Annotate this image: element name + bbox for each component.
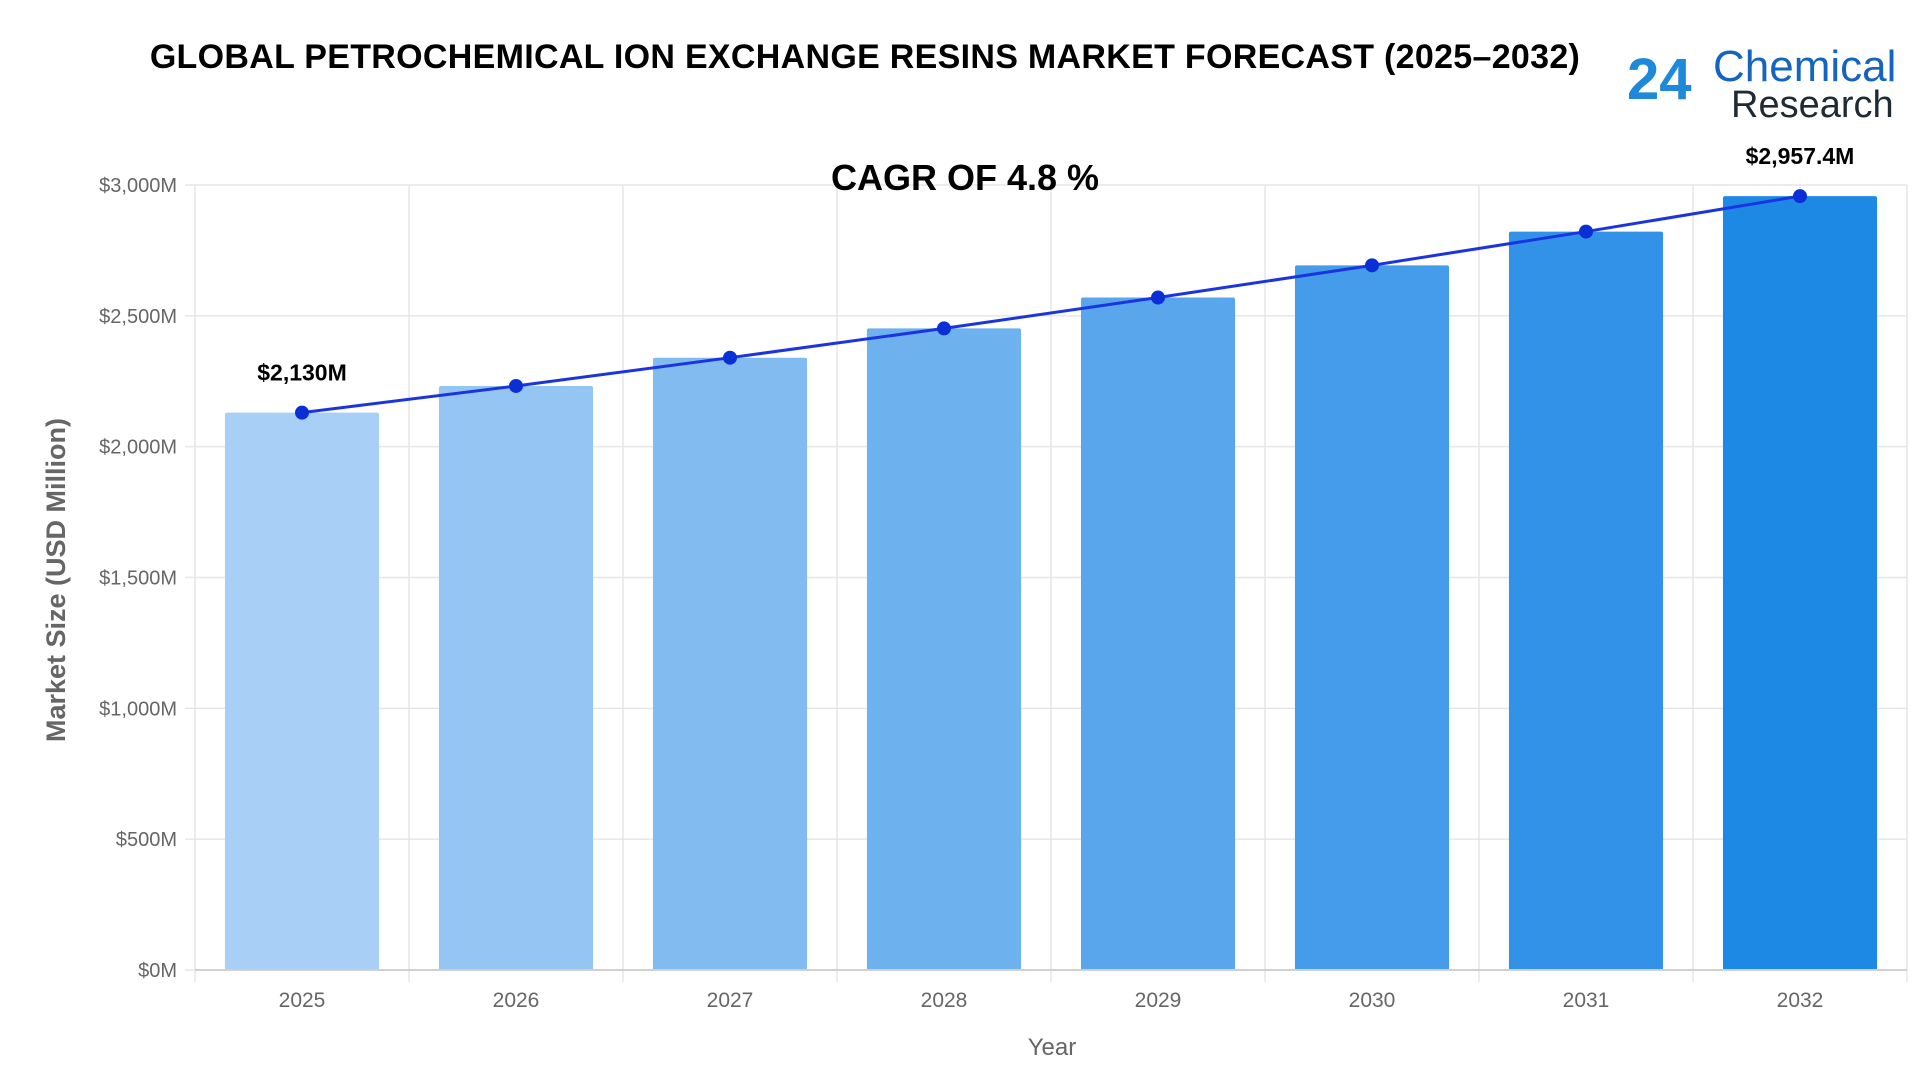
x-tick-label: 2030 <box>1349 989 1396 1012</box>
bar-2027 <box>652 357 808 970</box>
y-tick-label: $0M <box>138 960 177 982</box>
y-tick-label: $500M <box>116 829 177 851</box>
trend-line-path <box>301 194 1801 415</box>
trend-point-2025 <box>295 405 309 420</box>
bar-2032 <box>1722 196 1878 971</box>
x-tick-label: 2027 <box>707 989 754 1012</box>
x-tick-label: 2026 <box>493 989 540 1012</box>
trend-point-2030 <box>1365 258 1379 273</box>
trend-point-2032 <box>1793 189 1807 204</box>
trend-line: $2,130M $2,957.4M <box>257 143 1854 420</box>
y-tick-label: $2,000M <box>99 437 177 459</box>
logo-number: 24 <box>1627 47 1692 112</box>
trend-point-2026 <box>509 378 523 393</box>
data-label-2025: $2,130M <box>257 360 347 386</box>
bar-2029 <box>1080 297 1236 970</box>
x-axis-label: Year <box>1028 1034 1077 1061</box>
y-tick-label: $2,500M <box>99 306 177 328</box>
trend-point-2031 <box>1579 224 1593 239</box>
bar-2026 <box>438 385 594 971</box>
brand-logo: 24 Chemical Research <box>1625 40 1897 130</box>
y-tick-label: $1,500M <box>99 568 177 590</box>
bars <box>224 196 1878 971</box>
trend-point-2028 <box>937 321 951 336</box>
y-tick-label: $1,000M <box>99 698 177 720</box>
bar-2031 <box>1508 231 1664 970</box>
y-axis-label: Market Size (USD Million) <box>41 418 71 742</box>
logo-line2: Research <box>1731 84 1894 126</box>
x-tick-label: 2031 <box>1563 989 1610 1012</box>
bar-2028 <box>866 328 1022 971</box>
y-tick-label: $3,000M <box>99 175 177 197</box>
trend-point-2029 <box>1151 290 1165 305</box>
x-tick-label: 2025 <box>279 989 326 1012</box>
bar-2030 <box>1294 265 1450 970</box>
x-tick-label: 2028 <box>921 989 968 1012</box>
chart-title: GLOBAL PETROCHEMICAL ION EXCHANGE RESINS… <box>149 38 1581 76</box>
cagr-annotation: CAGR OF 4.8 % <box>831 157 1099 198</box>
bar-2025 <box>224 412 380 970</box>
data-label-2032: $2,957.4M <box>1746 143 1855 169</box>
logo-line1: Chemical <box>1713 42 1897 91</box>
x-tick-label: 2029 <box>1135 989 1182 1012</box>
x-tick-label: 2032 <box>1777 989 1824 1012</box>
trend-point-2027 <box>723 350 737 365</box>
axes: $0M $500M $1,000M $1,500M $2,000M $2,500M $3,0… <box>99 175 1907 1012</box>
